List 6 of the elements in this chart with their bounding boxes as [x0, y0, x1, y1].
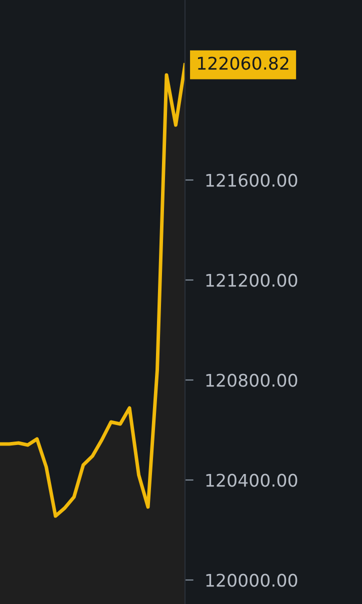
- y-tick-label: 120800.00: [206, 374, 298, 387]
- y-tick-label: 120400.00: [206, 474, 298, 487]
- y-tick-label: 120000.00: [206, 574, 298, 587]
- y-tick-label: 121200.00: [206, 274, 298, 287]
- y-tick-label: 121600.00: [206, 174, 298, 187]
- text: 122060.82: [198, 56, 288, 70]
